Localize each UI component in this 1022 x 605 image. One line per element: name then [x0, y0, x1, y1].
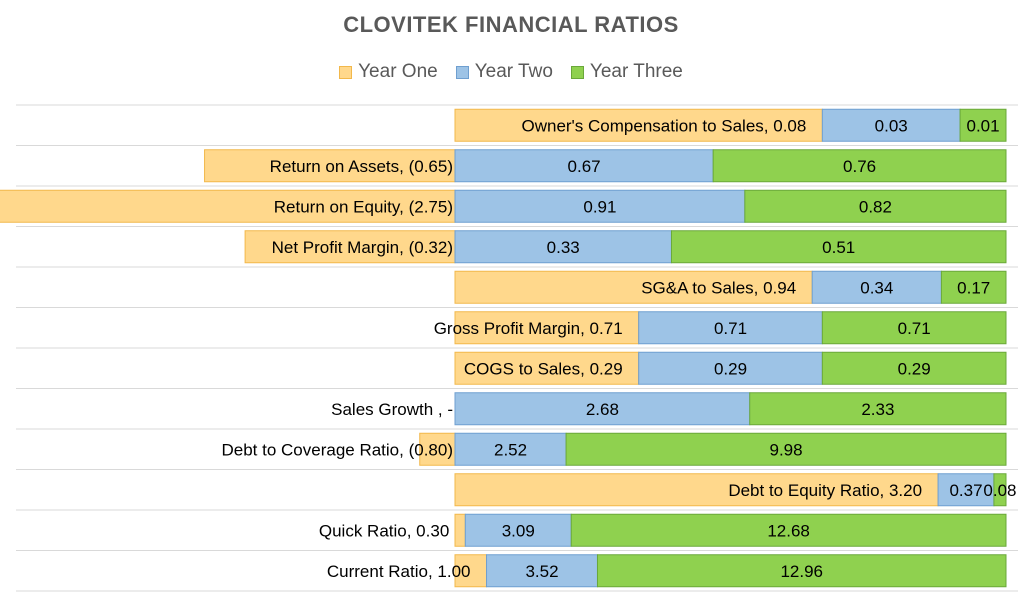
bar-year-three: [749, 392, 1007, 426]
bar-year-three: [821, 311, 1007, 345]
bar-year-two: [454, 392, 751, 426]
data-label-year-two: 3.09: [502, 521, 535, 540]
bar-year-two: [638, 311, 823, 345]
data-label-year-two: 0.33: [547, 238, 580, 257]
bar-year-two: [486, 554, 598, 588]
bar-year-two: [464, 513, 572, 547]
data-label-year-three: 0.17: [957, 278, 990, 297]
category-label: Gross Profit Margin, 0.71: [434, 319, 623, 338]
legend-swatch-year-three: [570, 65, 584, 79]
bar-year-three: [993, 473, 1007, 507]
bar-year-three: [596, 554, 1007, 588]
data-label-year-two: 3.52: [525, 562, 558, 581]
bar-year-three: [712, 149, 1007, 183]
category-label: Current Ratio, 1.00: [327, 562, 471, 581]
bar-year-one: [454, 351, 640, 385]
data-label-year-two: 2.68: [586, 400, 619, 419]
legend-label-year-one: Year One: [358, 61, 438, 82]
data-label-year-three: 2.33: [861, 400, 894, 419]
bar-year-three: [959, 108, 1007, 142]
category-label: Owner's Compensation to Sales, 0.08: [521, 116, 806, 135]
bar-year-one: [454, 513, 466, 547]
legend-item-year-one: Year One: [339, 61, 438, 83]
bar-year-one: [204, 149, 456, 183]
data-label-year-two: 0.71: [714, 319, 747, 338]
legend: Year One Year Two Year Three: [0, 60, 1022, 84]
bar-year-one: [419, 432, 456, 466]
bar-year-one: [454, 270, 813, 304]
category-label: Debt to Coverage Ratio, (0.80): [221, 440, 453, 459]
data-label-year-two: 0.29: [714, 359, 747, 378]
bar-year-two: [937, 473, 995, 507]
bar-year-three: [565, 432, 1007, 466]
bar-year-two: [454, 189, 746, 223]
bar-year-one: [454, 554, 488, 588]
bar-year-three: [744, 189, 1007, 223]
data-label-year-two: 0.37: [949, 481, 982, 500]
data-label-year-three: 0.51: [822, 238, 855, 257]
bar-year-one: [454, 473, 939, 507]
bar-year-three: [821, 351, 1007, 385]
bar-year-two: [454, 149, 714, 183]
data-label-year-three: 0.01: [966, 116, 999, 135]
legend-swatch-year-one: [339, 65, 353, 79]
data-label-year-two: 0.67: [568, 157, 601, 176]
data-label-year-three: 0.29: [898, 359, 931, 378]
data-label-year-two: 2.52: [494, 440, 527, 459]
category-label: Debt to Equity Ratio, 3.20: [728, 481, 922, 500]
legend-label-year-two: Year Two: [474, 61, 553, 82]
chart-title: CLOVITEK FINANCIAL RATIOS: [343, 12, 679, 37]
data-label-year-two: 0.34: [860, 278, 893, 297]
category-label: COGS to Sales, 0.29: [464, 359, 623, 378]
category-label: Return on Assets, (0.65): [270, 157, 453, 176]
data-label-year-three: 0.82: [859, 197, 892, 216]
data-label-year-two: 0.03: [875, 116, 908, 135]
bar-year-three: [670, 230, 1007, 264]
category-label: SG&A to Sales, 0.94: [641, 278, 796, 297]
bar-year-one: [0, 189, 456, 223]
bar-year-two: [638, 351, 823, 385]
data-label-year-three: 0.08: [983, 481, 1016, 500]
bar-year-two: [811, 270, 942, 304]
legend-label-year-three: Year Three: [589, 61, 683, 82]
data-label-year-three: 12.68: [767, 521, 810, 540]
legend-item-year-three: Year Three: [570, 61, 683, 83]
data-label-year-two: 0.91: [583, 197, 616, 216]
data-label-year-three: 12.96: [780, 562, 823, 581]
bar-year-two: [454, 432, 567, 466]
bar-year-two: [454, 230, 672, 264]
bar-year-three: [940, 270, 1007, 304]
data-label-year-three: 0.76: [843, 157, 876, 176]
category-label: Net Profit Margin, (0.32): [272, 238, 453, 257]
bar-year-one: [244, 230, 456, 264]
bar-year-three: [570, 513, 1007, 547]
category-label: Return on Equity, (2.75): [274, 197, 453, 216]
data-label-year-three: 0.71: [898, 319, 931, 338]
legend-swatch-year-two: [455, 65, 469, 79]
category-label: Quick Ratio, 0.30: [319, 521, 449, 540]
legend-item-year-two: Year Two: [455, 61, 553, 83]
data-label-year-three: 9.98: [769, 440, 802, 459]
category-label: Sales Growth , -: [331, 400, 453, 419]
